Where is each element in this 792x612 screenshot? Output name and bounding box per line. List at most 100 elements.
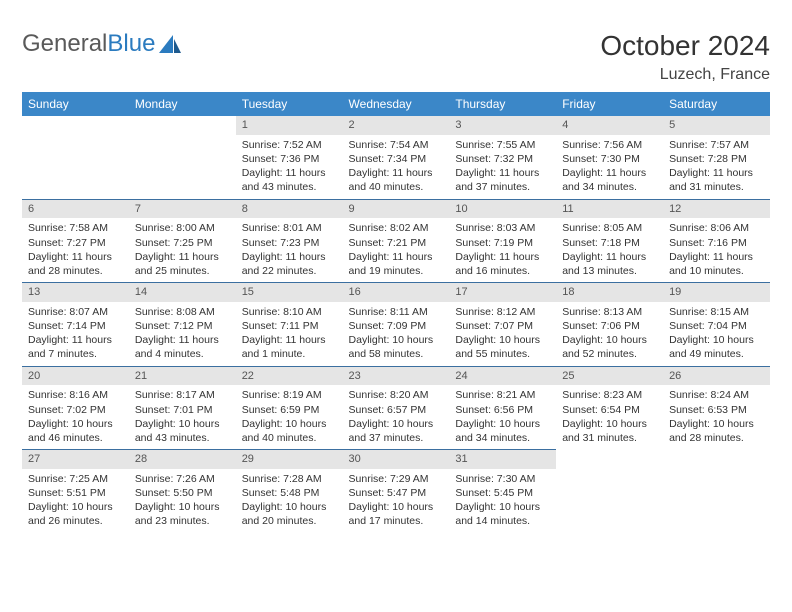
calendar-day-cell: 31Sunrise: 7:30 AMSunset: 5:45 PMDayligh… [449,450,556,533]
sunset-line: Sunset: 6:59 PM [242,403,337,417]
weekday-header: Saturday [663,92,770,116]
logo-text: GeneralBlue [22,30,155,58]
calendar-body: 1Sunrise: 7:52 AMSunset: 7:36 PMDaylight… [22,116,770,533]
day-number: 20 [22,367,129,386]
daylight-line: Daylight: 11 hours and 1 minute. [242,333,337,361]
sunset-line: Sunset: 6:56 PM [455,403,550,417]
day-details: Sunrise: 8:00 AMSunset: 7:25 PMDaylight:… [129,218,236,282]
sunrise-line: Sunrise: 8:06 AM [669,221,764,235]
daylight-line: Daylight: 10 hours and 31 minutes. [562,417,657,445]
daylight-line: Daylight: 10 hours and 14 minutes. [455,500,550,528]
sunrise-line: Sunrise: 8:07 AM [28,305,123,319]
calendar-day-cell: 14Sunrise: 8:08 AMSunset: 7:12 PMDayligh… [129,283,236,367]
sunset-line: Sunset: 7:18 PM [562,236,657,250]
calendar-week-row: 1Sunrise: 7:52 AMSunset: 7:36 PMDaylight… [22,116,770,199]
sunset-line: Sunset: 7:11 PM [242,319,337,333]
sunrise-line: Sunrise: 8:13 AM [562,305,657,319]
day-number: 11 [556,200,663,219]
day-details: Sunrise: 8:21 AMSunset: 6:56 PMDaylight:… [449,385,556,449]
daylight-line: Daylight: 10 hours and 20 minutes. [242,500,337,528]
logo: GeneralBlue [22,30,181,58]
day-number: 18 [556,283,663,302]
calendar-day-cell: 5Sunrise: 7:57 AMSunset: 7:28 PMDaylight… [663,116,770,199]
day-number: 27 [22,450,129,469]
sunrise-line: Sunrise: 7:57 AM [669,138,764,152]
daylight-line: Daylight: 10 hours and 46 minutes. [28,417,123,445]
sunset-line: Sunset: 5:45 PM [455,486,550,500]
calendar-week-row: 6Sunrise: 7:58 AMSunset: 7:27 PMDaylight… [22,199,770,283]
calendar-day-cell: 16Sunrise: 8:11 AMSunset: 7:09 PMDayligh… [343,283,450,367]
daylight-line: Daylight: 11 hours and 34 minutes. [562,166,657,194]
sunrise-line: Sunrise: 7:28 AM [242,472,337,486]
daylight-line: Daylight: 10 hours and 49 minutes. [669,333,764,361]
calendar-day-cell [556,450,663,533]
day-details: Sunrise: 8:20 AMSunset: 6:57 PMDaylight:… [343,385,450,449]
calendar-week-row: 13Sunrise: 8:07 AMSunset: 7:14 PMDayligh… [22,283,770,367]
calendar-day-cell: 20Sunrise: 8:16 AMSunset: 7:02 PMDayligh… [22,366,129,450]
sunset-line: Sunset: 7:01 PM [135,403,230,417]
day-number: 14 [129,283,236,302]
day-details: Sunrise: 7:25 AMSunset: 5:51 PMDaylight:… [22,469,129,533]
day-details: Sunrise: 8:15 AMSunset: 7:04 PMDaylight:… [663,302,770,366]
weekday-header: Sunday [22,92,129,116]
daylight-line: Daylight: 10 hours and 43 minutes. [135,417,230,445]
day-number: 2 [343,116,450,135]
calendar-day-cell [663,450,770,533]
calendar-day-cell: 26Sunrise: 8:24 AMSunset: 6:53 PMDayligh… [663,366,770,450]
daylight-line: Daylight: 10 hours and 28 minutes. [669,417,764,445]
calendar-day-cell: 18Sunrise: 8:13 AMSunset: 7:06 PMDayligh… [556,283,663,367]
day-number: 7 [129,200,236,219]
day-details: Sunrise: 8:10 AMSunset: 7:11 PMDaylight:… [236,302,343,366]
day-details: Sunrise: 7:58 AMSunset: 7:27 PMDaylight:… [22,218,129,282]
day-number: 30 [343,450,450,469]
day-details: Sunrise: 8:08 AMSunset: 7:12 PMDaylight:… [129,302,236,366]
sunset-line: Sunset: 7:02 PM [28,403,123,417]
day-number: 29 [236,450,343,469]
weekday-header: Monday [129,92,236,116]
calendar-day-cell: 15Sunrise: 8:10 AMSunset: 7:11 PMDayligh… [236,283,343,367]
day-details: Sunrise: 8:17 AMSunset: 7:01 PMDaylight:… [129,385,236,449]
sunset-line: Sunset: 7:30 PM [562,152,657,166]
sunrise-line: Sunrise: 8:11 AM [349,305,444,319]
calendar-day-cell: 1Sunrise: 7:52 AMSunset: 7:36 PMDaylight… [236,116,343,199]
calendar-day-cell: 10Sunrise: 8:03 AMSunset: 7:19 PMDayligh… [449,199,556,283]
sunset-line: Sunset: 7:12 PM [135,319,230,333]
day-number: 24 [449,367,556,386]
sunrise-line: Sunrise: 8:15 AM [669,305,764,319]
day-number: 9 [343,200,450,219]
daylight-line: Daylight: 11 hours and 13 minutes. [562,250,657,278]
sunset-line: Sunset: 7:21 PM [349,236,444,250]
calendar-day-cell: 28Sunrise: 7:26 AMSunset: 5:50 PMDayligh… [129,450,236,533]
day-number: 25 [556,367,663,386]
daylight-line: Daylight: 10 hours and 55 minutes. [455,333,550,361]
day-number: 4 [556,116,663,135]
day-number: 10 [449,200,556,219]
day-details: Sunrise: 7:29 AMSunset: 5:47 PMDaylight:… [343,469,450,533]
sunset-line: Sunset: 7:23 PM [242,236,337,250]
day-number: 13 [22,283,129,302]
day-details: Sunrise: 7:28 AMSunset: 5:48 PMDaylight:… [236,469,343,533]
sunrise-line: Sunrise: 8:08 AM [135,305,230,319]
day-number: 21 [129,367,236,386]
calendar-day-cell: 21Sunrise: 8:17 AMSunset: 7:01 PMDayligh… [129,366,236,450]
calendar-day-cell: 29Sunrise: 7:28 AMSunset: 5:48 PMDayligh… [236,450,343,533]
calendar-day-cell: 30Sunrise: 7:29 AMSunset: 5:47 PMDayligh… [343,450,450,533]
day-details: Sunrise: 7:30 AMSunset: 5:45 PMDaylight:… [449,469,556,533]
daylight-line: Daylight: 11 hours and 7 minutes. [28,333,123,361]
calendar-day-cell: 13Sunrise: 8:07 AMSunset: 7:14 PMDayligh… [22,283,129,367]
sunset-line: Sunset: 7:19 PM [455,236,550,250]
sunset-line: Sunset: 6:57 PM [349,403,444,417]
sunset-line: Sunset: 5:48 PM [242,486,337,500]
daylight-line: Daylight: 11 hours and 16 minutes. [455,250,550,278]
calendar-day-cell: 6Sunrise: 7:58 AMSunset: 7:27 PMDaylight… [22,199,129,283]
daylight-line: Daylight: 11 hours and 37 minutes. [455,166,550,194]
sunset-line: Sunset: 7:06 PM [562,319,657,333]
logo-text-blue: Blue [107,30,155,57]
day-number: 26 [663,367,770,386]
day-details: Sunrise: 8:12 AMSunset: 7:07 PMDaylight:… [449,302,556,366]
sunset-line: Sunset: 7:28 PM [669,152,764,166]
calendar-day-cell: 8Sunrise: 8:01 AMSunset: 7:23 PMDaylight… [236,199,343,283]
day-number: 31 [449,450,556,469]
sunrise-line: Sunrise: 7:58 AM [28,221,123,235]
day-number: 8 [236,200,343,219]
